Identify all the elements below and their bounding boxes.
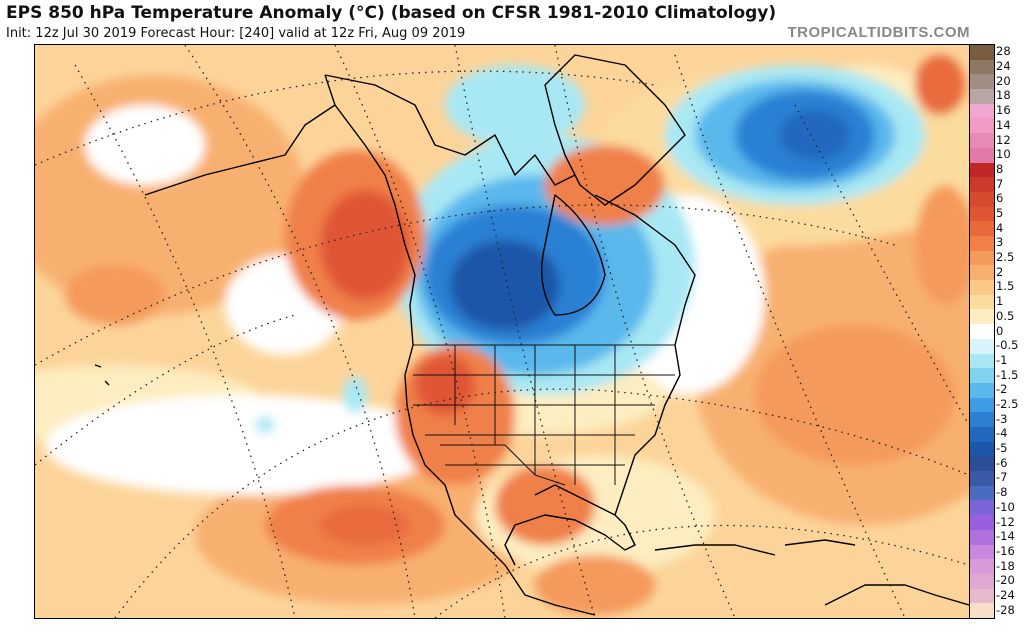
colorbar-swatch — [970, 250, 994, 266]
colorbar-label: 4 — [996, 220, 1004, 235]
colorbar-swatch — [970, 353, 994, 369]
anomaly-map — [34, 44, 970, 619]
colorbar-label: 0 — [996, 323, 1004, 338]
colorbar-swatch — [970, 588, 994, 604]
colorbar-swatch — [970, 412, 994, 428]
colorbar-label: -20 — [996, 573, 1015, 588]
colorbar-label: -14 — [996, 529, 1015, 544]
colorbar-swatch — [970, 427, 994, 443]
colorbar-swatch — [970, 338, 994, 355]
colorbar-swatch — [970, 309, 994, 325]
colorbar-label: 1 — [996, 294, 1004, 309]
colorbar-label: -8 — [996, 485, 1008, 500]
colorbar-swatch — [970, 103, 994, 119]
colorbar-label: 1.5 — [996, 279, 1015, 294]
colorbar-swatch — [970, 559, 994, 575]
colorbar-swatch — [970, 45, 994, 61]
colorbar-swatch — [970, 89, 994, 105]
colorbar-label: 6 — [996, 191, 1004, 206]
colorbar-label: -3 — [996, 411, 1008, 426]
colorbar-swatch — [970, 236, 994, 252]
colorbar-labels: 28 24 20 18 16 14 12 10 8 7 6 5 4 3 2.5 2 1.5 1 0.5 0 -0.5 -1… — [996, 44, 1024, 617]
colorbar-swatch — [970, 603, 994, 619]
colorbar-label: -2.5 — [996, 396, 1019, 411]
political-borders — [413, 344, 675, 486]
colorbar-label: 2.5 — [996, 250, 1015, 265]
colorbar-label: -7 — [996, 470, 1008, 485]
colorbar-swatch — [970, 456, 994, 472]
colorbar-label: -24 — [996, 587, 1015, 602]
colorbar-swatch — [970, 382, 994, 399]
colorbar-swatch — [970, 500, 994, 516]
colorbar-label: 3 — [996, 235, 1004, 250]
colorbar-swatch — [970, 133, 994, 149]
colorbar-label: 10 — [996, 147, 1011, 162]
chart-title: EPS 850 hPa Temperature Anomaly (°C) (ba… — [6, 3, 777, 23]
colorbar-label: -0.5 — [996, 338, 1019, 353]
colorbar-swatch — [970, 529, 994, 546]
colorbar-label: 18 — [996, 88, 1011, 103]
colorbar-label: 12 — [996, 132, 1011, 147]
colorbar-label: -5 — [996, 441, 1008, 456]
colorbar-label: 14 — [996, 117, 1011, 132]
colorbar-swatch — [970, 471, 994, 487]
colorbar-swatch — [970, 118, 994, 134]
coastlines — [94, 54, 969, 616]
colorbar-label: 8 — [996, 161, 1004, 176]
colorbar-label: -6 — [996, 455, 1008, 470]
colorbar-swatch — [970, 544, 994, 560]
graticule — [35, 45, 969, 618]
colorbar-label: -16 — [996, 543, 1015, 558]
colorbar-label: -2 — [996, 382, 1008, 397]
colorbar-label: -12 — [996, 514, 1015, 529]
colorbar-label: 5 — [996, 205, 1004, 220]
colorbar-swatch — [970, 59, 994, 75]
colorbar-swatch — [970, 515, 994, 531]
colorbar-swatch — [970, 573, 994, 590]
colorbar-swatch — [970, 368, 994, 384]
colorbar-label: -10 — [996, 499, 1015, 514]
colorbar-label: 16 — [996, 103, 1011, 118]
colorbar — [969, 44, 995, 619]
colorbar-label: -1 — [996, 352, 1008, 367]
colorbar-swatch — [970, 294, 994, 310]
colorbar-label: 24 — [996, 59, 1011, 74]
colorbar-label: -4 — [996, 426, 1008, 441]
colorbar-swatch — [970, 206, 994, 222]
colorbar-label: 0.5 — [996, 308, 1015, 323]
colorbar-swatch — [970, 162, 994, 178]
forecast-info: Init: 12z Jul 30 2019 Forecast Hour: [24… — [6, 26, 466, 41]
colorbar-label: -1.5 — [996, 367, 1019, 382]
colorbar-swatch — [970, 324, 994, 340]
colorbar-label: 2 — [996, 264, 1004, 279]
colorbar-swatch — [970, 177, 994, 193]
colorbar-label: 20 — [996, 73, 1011, 88]
colorbar-label: -28 — [996, 602, 1015, 617]
colorbar-swatch — [970, 147, 994, 164]
colorbar-label: -18 — [996, 558, 1015, 573]
colorbar-label: 28 — [996, 44, 1011, 59]
colorbar-swatch — [970, 191, 994, 208]
colorbar-swatch — [970, 221, 994, 237]
colorbar-swatch — [970, 74, 994, 90]
colorbar-swatch — [970, 265, 994, 281]
colorbar-swatch — [970, 485, 994, 501]
colorbar-label: 7 — [996, 176, 1004, 191]
colorbar-swatch — [970, 280, 994, 296]
colorbar-swatch — [970, 397, 994, 413]
brand-watermark: TROPICALTIDBITS.COM — [787, 24, 970, 41]
colorbar-swatch — [970, 441, 994, 457]
